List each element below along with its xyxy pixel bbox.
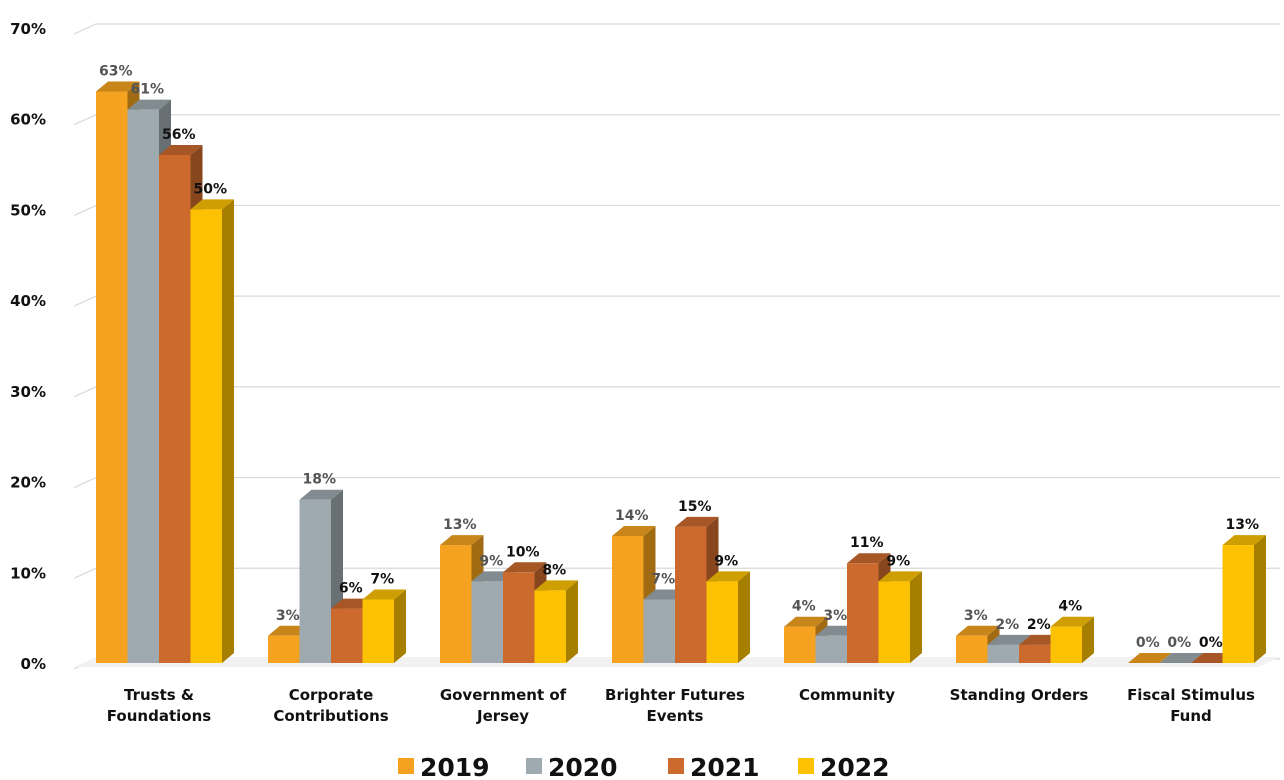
data-label: 61% <box>130 82 164 98</box>
data-label: 13% <box>443 517 477 533</box>
data-label: 11% <box>850 535 884 551</box>
y-tick-label: 60% <box>10 111 46 129</box>
data-label: 9% <box>886 553 910 569</box>
data-label: 0% <box>1167 635 1191 651</box>
y-tick-label: 30% <box>10 383 46 401</box>
y-tick-label: 10% <box>10 564 46 582</box>
x-tick-label: Trusts & Foundations <box>107 686 211 725</box>
data-label: 4% <box>1058 599 1082 615</box>
x-tick-label: Corporate Contributions <box>273 686 388 725</box>
data-label: 4% <box>792 599 816 615</box>
y-tick-label: 70% <box>10 20 46 38</box>
data-label: 0% <box>1136 635 1160 651</box>
x-tick-label: Standing Orders <box>950 686 1089 704</box>
legend-label: 2019 <box>420 753 490 780</box>
x-axis: Trusts & Foundations Corporate Contribution… <box>107 686 1255 725</box>
data-labels: 63%61%56%50%3%18%6%7%13%9%10%8%14%7%15%9… <box>99 64 1259 652</box>
data-label: 15% <box>678 499 712 515</box>
y-tick-label: 40% <box>10 292 46 310</box>
data-label: 3% <box>964 608 988 624</box>
data-label: 3% <box>276 608 300 624</box>
data-label: 56% <box>162 127 196 143</box>
data-label: 18% <box>302 472 336 488</box>
gridline <box>73 204 1280 216</box>
gridline <box>73 386 1280 398</box>
bar <box>534 580 578 663</box>
data-label: 7% <box>370 572 394 588</box>
bar <box>1222 535 1266 663</box>
data-label: 3% <box>823 608 847 624</box>
data-label: 63% <box>99 64 133 80</box>
data-label: 10% <box>506 544 540 560</box>
bars <box>96 81 1266 663</box>
data-label: 6% <box>339 581 363 597</box>
gridline <box>73 295 1280 307</box>
legend-swatch <box>398 758 414 774</box>
bar <box>1159 653 1203 663</box>
bar <box>362 589 406 663</box>
bar <box>1128 653 1172 663</box>
x-tick-label: Brighter Futures Events <box>605 686 745 725</box>
legend-label: 2021 <box>690 753 760 780</box>
gridline <box>73 114 1280 126</box>
data-label: 9% <box>714 553 738 569</box>
data-label: 13% <box>1225 517 1259 533</box>
legend-swatch <box>798 758 814 774</box>
bar <box>1050 616 1094 663</box>
legend-item: 2022 <box>798 753 890 780</box>
bar <box>878 571 922 663</box>
legend-item: 2021 <box>668 753 760 780</box>
data-label: 2% <box>995 617 1019 633</box>
data-label: 14% <box>615 508 649 524</box>
legend: 2019 2020 2021 2022 <box>398 753 890 780</box>
gridline <box>73 23 1280 35</box>
data-label: 8% <box>542 562 566 578</box>
y-tick-label: 20% <box>10 474 46 492</box>
y-tick-label: 0% <box>21 655 46 673</box>
legend-swatch <box>668 758 684 774</box>
legend-label: 2020 <box>548 753 618 780</box>
bar <box>190 199 234 663</box>
data-label: 0% <box>1199 635 1223 651</box>
data-label: 50% <box>193 181 227 197</box>
legend-item: 2020 <box>526 753 618 780</box>
bar <box>706 571 750 663</box>
y-tick-label: 50% <box>10 201 46 219</box>
data-label: 2% <box>1027 617 1051 633</box>
legend-label: 2022 <box>820 753 890 780</box>
legend-swatch <box>526 758 542 774</box>
x-tick-label: Fiscal Stimulus Fund <box>1127 686 1255 725</box>
x-tick-label: Government of Jersey <box>440 686 567 725</box>
data-label: 7% <box>651 572 675 588</box>
x-tick-label: Community <box>799 686 895 704</box>
gridline <box>73 476 1280 489</box>
data-label: 9% <box>479 553 503 569</box>
y-axis: 0% 10% 20% 30% 40% 50% 60% 70% <box>10 20 46 673</box>
legend-item: 2019 <box>398 753 490 780</box>
